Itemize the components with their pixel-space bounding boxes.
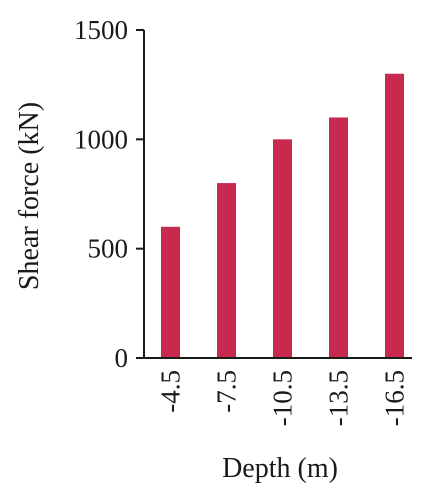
bar (273, 139, 292, 358)
y-tick-label: 1500 (74, 15, 128, 45)
x-tick-label: -7.5 (212, 370, 242, 413)
bar (385, 73, 404, 358)
y-tick-label: 500 (88, 234, 129, 264)
bar (217, 183, 236, 358)
x-axis-title: Depth (m) (222, 453, 338, 484)
y-tick-label: 1000 (74, 124, 128, 154)
x-tick-label: -4.5 (156, 370, 186, 413)
y-axis-title: Shear force (kN) (14, 102, 45, 290)
x-tick-label: -13.5 (324, 370, 354, 426)
y-tick-label: 0 (115, 343, 129, 373)
bar (161, 226, 180, 358)
axes-group (143, 30, 412, 359)
bar (329, 117, 348, 358)
bars-group (161, 73, 404, 358)
x-tick-label: -16.5 (380, 370, 410, 426)
x-ticks-group: -4.5 -7.5 -10.5 -13.5 -16.5 (156, 370, 410, 426)
x-tick-label: -10.5 (268, 370, 298, 426)
y-ticks-group: 0 500 1000 1500 (74, 15, 144, 373)
